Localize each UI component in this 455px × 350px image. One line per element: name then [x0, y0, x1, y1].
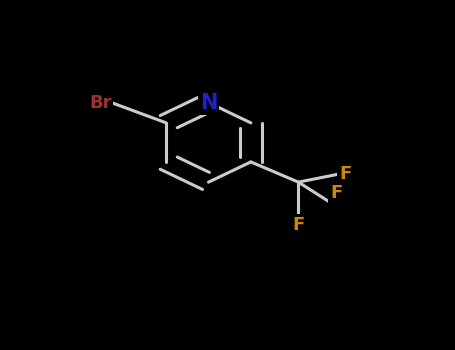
Text: F: F: [339, 165, 351, 183]
Text: F: F: [292, 216, 304, 234]
Text: F: F: [330, 184, 343, 202]
Text: Br: Br: [89, 94, 111, 112]
Text: N: N: [200, 93, 217, 113]
